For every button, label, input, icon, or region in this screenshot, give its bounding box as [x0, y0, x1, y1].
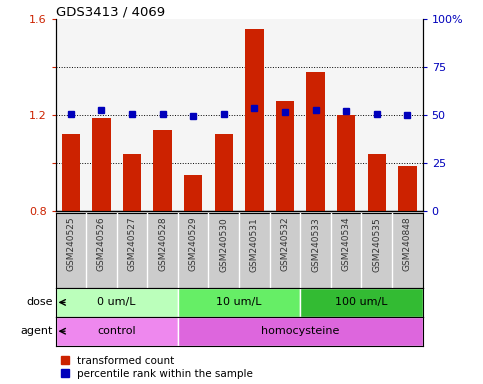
Text: GDS3413 / 4069: GDS3413 / 4069 [56, 5, 165, 18]
Bar [178, 317, 423, 346]
Text: dose: dose [27, 297, 53, 308]
Bar [56, 317, 178, 346]
Text: GSM240525: GSM240525 [66, 217, 75, 271]
Bar [300, 288, 423, 317]
Text: GSM240531: GSM240531 [250, 217, 259, 271]
Text: GSM240533: GSM240533 [311, 217, 320, 271]
Text: GSM240526: GSM240526 [97, 217, 106, 271]
Bar [184, 175, 202, 211]
Text: control: control [98, 326, 136, 336]
Text: GSM240848: GSM240848 [403, 217, 412, 271]
Bar [306, 72, 325, 211]
Text: GSM240535: GSM240535 [372, 217, 381, 271]
Text: 0 um/L: 0 um/L [98, 297, 136, 308]
Bar [337, 115, 355, 211]
Bar [398, 166, 416, 211]
Bar [368, 154, 386, 211]
Text: homocysteine: homocysteine [261, 326, 340, 336]
Text: GSM240530: GSM240530 [219, 217, 228, 271]
Text: GSM240529: GSM240529 [189, 217, 198, 271]
Bar [154, 130, 172, 211]
Text: 100 um/L: 100 um/L [335, 297, 388, 308]
Bar [123, 154, 141, 211]
Text: agent: agent [21, 326, 53, 336]
Text: GSM240534: GSM240534 [341, 217, 351, 271]
Text: GSM240532: GSM240532 [281, 217, 289, 271]
Bar [245, 29, 264, 211]
Bar [214, 134, 233, 211]
Text: GSM240528: GSM240528 [158, 217, 167, 271]
Bar [56, 288, 178, 317]
Text: 10 um/L: 10 um/L [216, 297, 262, 308]
Text: GSM240527: GSM240527 [128, 217, 137, 271]
Bar [178, 288, 300, 317]
Bar [276, 101, 294, 211]
Bar [92, 118, 111, 211]
Bar [62, 134, 80, 211]
Legend: transformed count, percentile rank within the sample: transformed count, percentile rank withi… [61, 356, 253, 379]
